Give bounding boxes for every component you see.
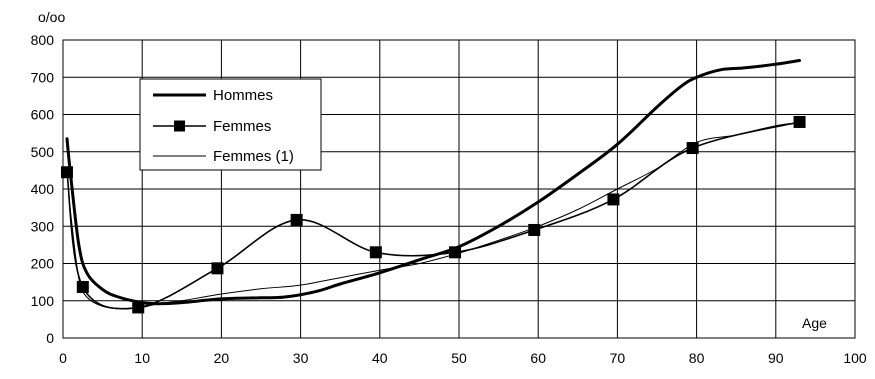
- data-point-femmes: [369, 246, 382, 259]
- series-line-femmes-1: [66, 122, 801, 310]
- x-tick-label: 30: [293, 350, 309, 366]
- x-tick-label: 60: [530, 350, 546, 366]
- y-tick-label: 400: [31, 181, 55, 197]
- data-point-femmes: [132, 301, 145, 314]
- x-axis-label: Age: [802, 315, 827, 331]
- legend-marker-femmes: [174, 120, 185, 132]
- series-lines: [60, 59, 806, 314]
- legend-label-femmes-1: Femmes (1): [213, 148, 294, 165]
- y-tick-label: 100: [31, 293, 55, 309]
- y-tick-label: 600: [31, 107, 55, 123]
- data-point-femmes: [449, 246, 462, 259]
- series-line-hommes: [65, 59, 802, 306]
- y-tick-label: 800: [31, 32, 55, 48]
- data-point-femmes: [793, 115, 806, 128]
- y-tick-label: 300: [31, 218, 55, 234]
- x-tick-label: 90: [768, 350, 784, 366]
- x-tick-label: 10: [134, 350, 150, 366]
- data-point-femmes: [607, 193, 620, 206]
- x-tick-label: 100: [843, 350, 867, 366]
- x-tick-label: 0: [59, 350, 67, 366]
- y-tick-label: 200: [31, 256, 55, 272]
- x-tick-label: 40: [372, 350, 388, 366]
- legend: Hommes Femmes Femmes (1): [139, 78, 322, 171]
- plot-frame: [62, 39, 856, 339]
- tick-labels: 0 100 200 300 400 500 600 700 800 0 10 20 30 40 50 60 70…: [31, 32, 867, 366]
- y-tick-label: 700: [31, 69, 55, 85]
- data-point-femmes: [686, 142, 699, 155]
- data-point-femmes: [290, 213, 303, 226]
- x-tick-label: 80: [689, 350, 705, 366]
- data-point-femmes: [211, 262, 224, 275]
- y-axis-unit: o/oo: [38, 9, 65, 25]
- legend-label-femmes: Femmes: [213, 118, 271, 135]
- y-tick-label: 0: [46, 330, 54, 346]
- legend-label-hommes: Hommes: [213, 87, 273, 104]
- y-tick-label: 500: [31, 144, 55, 160]
- x-tick-label: 50: [451, 350, 467, 366]
- x-tick-label: 70: [610, 350, 626, 366]
- x-tick-label: 20: [214, 350, 230, 366]
